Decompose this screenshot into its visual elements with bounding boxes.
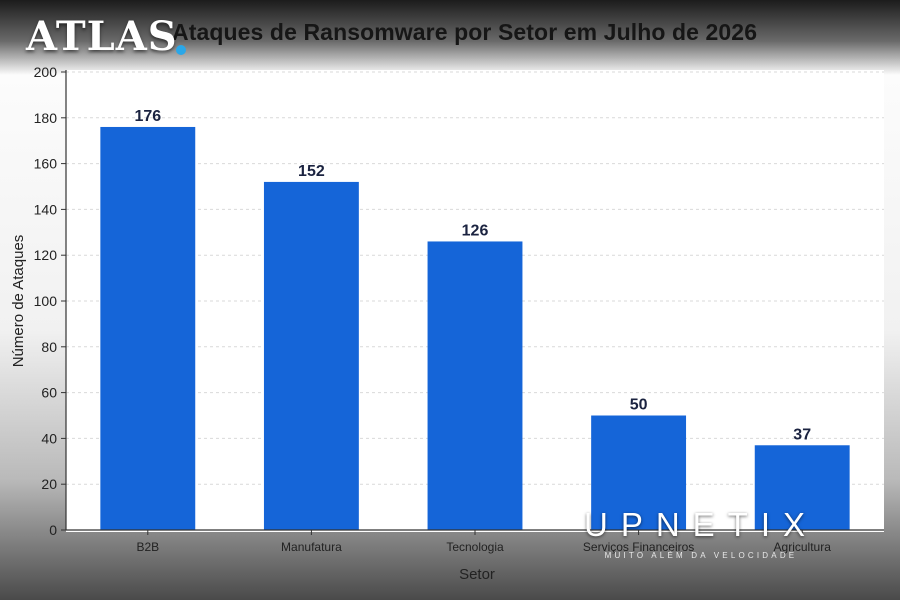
y-tick-label: 0 <box>49 522 57 538</box>
bar <box>427 241 523 530</box>
y-tick-label: 40 <box>41 430 57 446</box>
bar <box>263 181 359 531</box>
x-tick-label: Serviços Financeiros <box>583 540 694 554</box>
y-axis-label: Número de Ataques <box>10 235 27 368</box>
atlas-logo-dot-icon <box>176 45 186 55</box>
data-label: 152 <box>298 163 325 180</box>
y-tick-label: 120 <box>34 247 58 263</box>
labels: 0 20 40 60 80 100 120 140 160 180 200 176 B2B 152 Manu… <box>34 64 832 554</box>
y-tick-label: 20 <box>41 476 57 492</box>
y-tick-label: 80 <box>41 339 57 355</box>
header-band <box>0 0 900 75</box>
y-tick-label: 160 <box>34 156 58 172</box>
data-label: 37 <box>793 426 811 443</box>
upnetix-watermark: UPNETIX <box>583 506 819 543</box>
x-axis-label: Setor <box>459 566 495 583</box>
bars <box>100 126 850 531</box>
data-label: 176 <box>134 108 161 125</box>
bar <box>100 126 196 531</box>
y-tick-label: 140 <box>34 201 58 217</box>
data-label: 50 <box>630 397 648 414</box>
y-tick-label: 100 <box>34 293 58 309</box>
axes <box>61 70 884 535</box>
x-tick-label: Tecnologia <box>446 540 504 554</box>
atlas-logo: ATLAS <box>26 13 178 60</box>
upnetix-tagline: MUITO ALÉM DA VELOCIDADE <box>604 551 798 560</box>
chart-title: Ataques de Ransomware por Setor em Julho… <box>172 19 758 45</box>
x-tick-label: B2B <box>136 540 159 554</box>
x-tick-label: Manufatura <box>281 540 342 554</box>
bar <box>754 445 850 530</box>
bar <box>591 415 687 530</box>
y-tick-label: 60 <box>41 385 57 401</box>
y-tick-label: 200 <box>34 64 58 80</box>
y-tick-label: 180 <box>34 110 58 126</box>
data-label: 126 <box>462 222 489 239</box>
x-tick-label: Agricultura <box>774 540 832 554</box>
